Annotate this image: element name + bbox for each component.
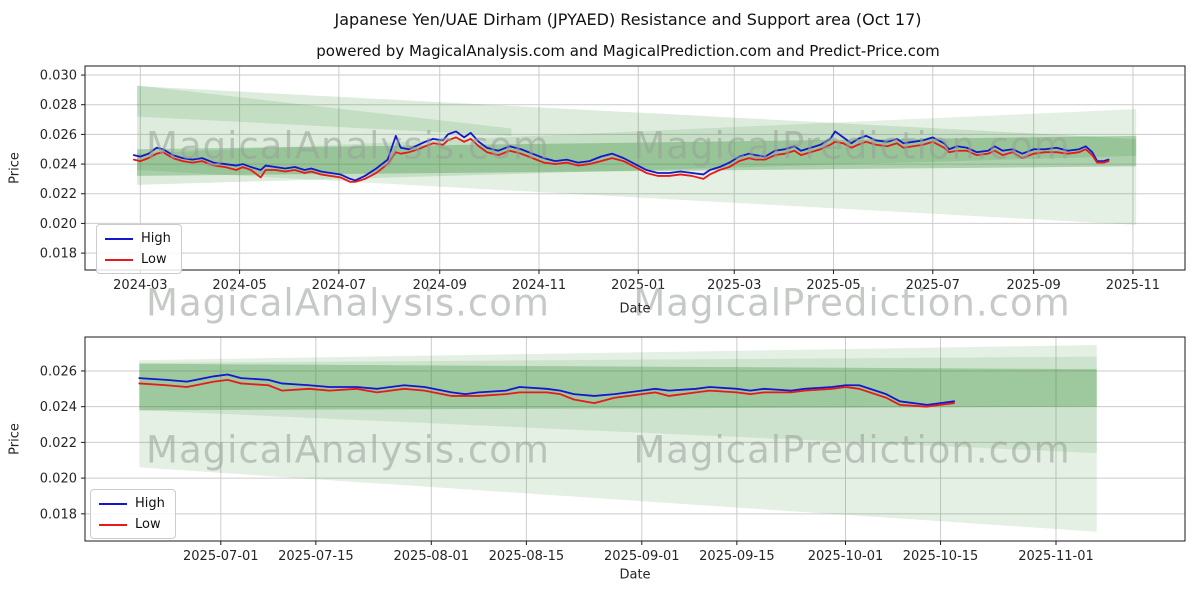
plot-border [84,336,1186,542]
x-tick-label: 2024-09 [413,278,467,293]
y-tick-label: 0.030 [40,69,77,84]
y-tick-label: 0.024 [40,400,77,415]
x-tick-label: 2025-08-01 [394,549,470,564]
x-tick-label: 2024-11 [512,278,566,293]
x-tick-label: 2025-09-01 [604,549,680,564]
price-line-low [138,378,956,408]
x-tick-label: 2024-07 [312,278,366,293]
price-line-high [138,373,956,406]
band-upper-strip [137,85,512,136]
y-tick-label: 0.026 [40,128,77,143]
low-line-swatch [99,523,127,526]
x-tick-label: 2025-09 [1007,278,1061,293]
x-tick-label: 2025-07-01 [183,549,259,564]
x-tick-label: 2025-07 [906,278,960,293]
y-axis-label-top: Price [7,152,23,184]
chart-title: Japanese Yen/UAE Dirham (JPYAED) Resista… [334,10,922,29]
band-mid-cone [139,356,1097,454]
x-axis-label-top: Date [619,301,651,317]
price-line-low [132,136,1110,183]
legend-item-low: Low [105,251,171,268]
y-tick-label: 0.018 [40,247,77,262]
x-tick-label: 2025-09-15 [699,549,775,564]
legend-label-high: High [135,496,165,511]
plot-border [84,65,1186,271]
x-tick-label: 2025-05 [806,278,860,293]
x-tick-label: 2025-10-01 [808,549,884,564]
high-line-swatch [99,502,127,505]
legend-bottom: High Low [90,489,176,539]
legend-label-low: Low [135,517,161,532]
high-line-swatch [105,237,133,240]
legend-item-high: High [105,230,171,247]
y-axis-label-bottom: Price [7,423,23,455]
low-line-swatch [105,258,133,261]
x-tick-label: 2025-11 [1106,278,1160,293]
y-tick-label: 0.020 [40,472,77,487]
y-tick-label: 0.022 [40,187,77,202]
x-tick-label: 2025-07-15 [278,549,354,564]
legend-top: High Low [96,224,182,274]
x-tick-label: 2025-03 [707,278,761,293]
chart-subtitle: powered by MagicalAnalysis.com and Magic… [316,42,940,60]
legend-item-high: High [99,495,165,512]
y-tick-label: 0.028 [40,98,77,113]
x-tick-label: 2025-01 [611,278,665,293]
x-tick-label: 2025-10-15 [903,549,979,564]
y-tick-label: 0.018 [40,507,77,522]
x-axis-label-bottom: Date [619,567,651,583]
x-tick-label: 2025-08-15 [489,549,565,564]
y-tick-label: 0.020 [40,217,77,232]
price-line-high [132,130,1110,182]
x-tick-label: 2024-05 [212,278,266,293]
y-tick-label: 0.024 [40,158,77,173]
x-tick-label: 2025-11-01 [1018,549,1094,564]
x-tick-label: 2024-03 [113,278,167,293]
band-core-band [139,363,1097,411]
legend-label-low: Low [141,252,167,267]
legend-label-high: High [141,231,171,246]
y-tick-label: 0.022 [40,436,77,451]
legend-item-low: Low [99,516,165,533]
y-tick-label: 0.026 [40,364,77,379]
